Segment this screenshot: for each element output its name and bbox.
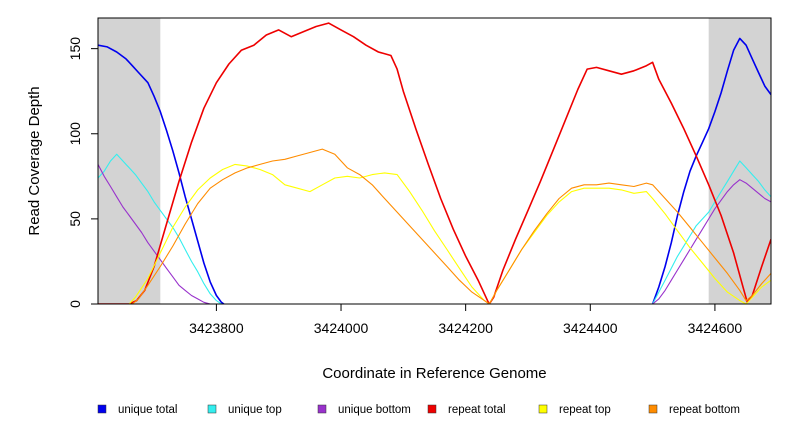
x-tick-label: 3424200 xyxy=(438,320,493,336)
y-axis: 0 50 100 150 xyxy=(67,37,99,308)
x-tick-label: 3424600 xyxy=(688,320,743,336)
y-tick-label: 100 xyxy=(67,122,83,146)
y-axis-label: Read Coverage Depth xyxy=(26,86,43,235)
legend-swatch-repeat-bottom xyxy=(648,404,658,414)
plot-background xyxy=(98,18,771,304)
legend-swatch-unique-bottom xyxy=(317,404,327,414)
plot-frame xyxy=(97,17,772,305)
shaded-region-1 xyxy=(98,18,161,304)
series-line-unique-bottom-b xyxy=(652,179,771,304)
series-line-repeat-top-a xyxy=(98,163,771,304)
series-line-unique-top-b xyxy=(652,160,771,304)
legend: unique total unique top unique bottom repea… xyxy=(97,404,740,416)
x-tick-label: 3424000 xyxy=(314,320,369,336)
x-axis: 3423800 3424000 3424200 3424400 3424600 xyxy=(189,303,743,336)
series-line-repeat-bottom-a xyxy=(98,148,771,304)
legend-label-unique-bottom: unique bottom xyxy=(338,404,411,416)
series-line-unique-bottom-a xyxy=(98,164,211,304)
y-tick-label: 50 xyxy=(67,211,83,227)
legend-swatch-repeat-total xyxy=(427,404,437,414)
y-tick-label: 0 xyxy=(67,300,83,308)
legend-label-unique-top: unique top xyxy=(228,404,282,416)
series-lines xyxy=(98,22,771,304)
legend-label-repeat-top: repeat top xyxy=(559,404,611,416)
x-axis-label: Coordinate in Reference Genome xyxy=(322,365,546,382)
legend-swatch-unique-total xyxy=(97,404,107,414)
legend-label-repeat-bottom: repeat bottom xyxy=(669,404,740,416)
x-tick-label: 3424400 xyxy=(563,320,618,336)
legend-label-unique-total: unique total xyxy=(118,404,177,416)
legend-swatch-repeat-top xyxy=(538,404,548,414)
legend-label-repeat-total: repeat total xyxy=(448,404,506,416)
series-line-repeat-total-a xyxy=(98,22,771,304)
x-tick-label: 3423800 xyxy=(189,320,244,336)
legend-swatch-unique-top xyxy=(207,404,217,414)
y-tick-label: 150 xyxy=(67,37,83,61)
series-line-unique-total-b xyxy=(651,37,771,304)
series-line-unique-top-a xyxy=(98,153,222,304)
series-line-unique-total-a xyxy=(98,44,225,304)
